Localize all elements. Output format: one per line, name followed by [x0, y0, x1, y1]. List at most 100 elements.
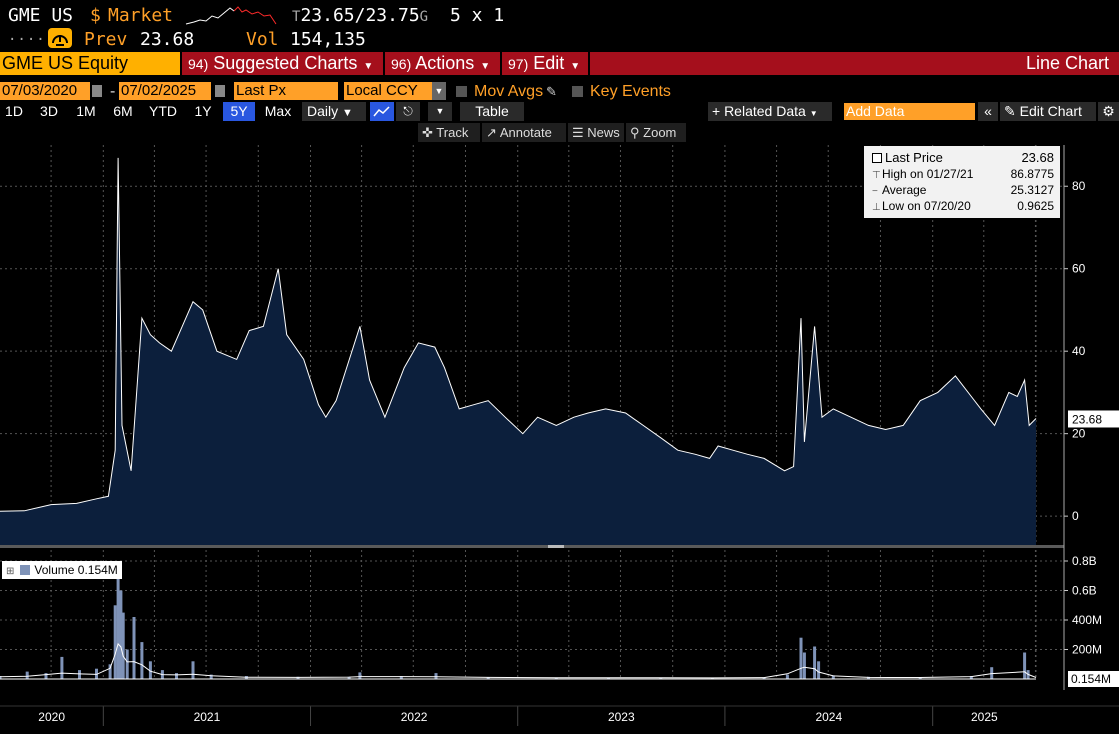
caret-down-icon: ▼ [363, 61, 374, 72]
gauge-icon[interactable] [48, 28, 72, 48]
period-3d[interactable]: 3D [40, 103, 58, 119]
suggested-charts-number: 94) [188, 56, 209, 72]
x-year-label: 2020 [38, 710, 65, 724]
period-max[interactable]: Max [264, 103, 292, 119]
mov-avgs-checkbox[interactable] [456, 86, 467, 97]
collapse-icon[interactable]: « [978, 102, 998, 121]
key-events-checkbox[interactable] [572, 86, 583, 97]
volume-bar [132, 617, 136, 679]
volume-bar [659, 677, 663, 679]
bid-price: 23.65 [300, 5, 355, 26]
calendar-icon[interactable] [215, 85, 225, 97]
legend-low: ⊥Low on 07/20/20 0.9625 [872, 198, 1054, 214]
period-1d[interactable]: 1D [5, 103, 23, 119]
zoom-tool[interactable]: ⚲ Zoom [626, 123, 686, 142]
mov-avgs-label[interactable]: Mov Avgs [474, 83, 544, 100]
candlestick-icon[interactable]: ⎋ [396, 102, 420, 121]
volume-y-tick-label: 0.8B [1072, 554, 1097, 568]
currency-select[interactable]: Local CCY [344, 82, 432, 100]
volume-legend[interactable]: ⊞ Volume 0.154M [2, 561, 122, 579]
volume-bar [813, 646, 817, 679]
add-data-input[interactable]: Add Data [844, 103, 975, 120]
volume-swatch-icon [20, 565, 31, 575]
volume-bar [175, 673, 178, 679]
volume-bar [554, 677, 558, 679]
period-ytd[interactable]: YTD [149, 103, 177, 119]
pane-divider[interactable] [0, 545, 1064, 548]
edit-menu[interactable]: 97) Edit ▼ [500, 52, 588, 75]
volume-bar [119, 590, 123, 679]
x-year-label: 2023 [608, 710, 635, 724]
period-1m[interactable]: 1M [76, 103, 96, 119]
volume-bar [358, 672, 362, 679]
gear-icon[interactable]: ⚙ [1098, 102, 1119, 121]
expand-icon[interactable]: ⊞ [6, 566, 15, 577]
pencil-icon[interactable]: ✎ [546, 84, 557, 99]
average-marker-icon: − [872, 186, 878, 197]
date-separator: - [110, 83, 116, 100]
caret-down-icon: ▼ [480, 61, 491, 72]
related-data-button[interactable]: + Related Data ▼ [708, 102, 832, 121]
period-1y[interactable]: 1Y [194, 103, 212, 119]
annotate-icon: ↗ [486, 125, 497, 140]
price-y-tick-label: 80 [1072, 179, 1086, 193]
bid-prefix: T [292, 9, 301, 25]
edit-chart-button[interactable]: ✎ Edit Chart [1000, 102, 1096, 121]
key-events-label[interactable]: Key Events [590, 83, 671, 100]
annotate-tool[interactable]: ↗ Annotate [482, 123, 566, 142]
legend-high-value: 86.8775 [1010, 167, 1054, 181]
volume-label: Vol [246, 29, 279, 50]
security-header: GME US $ Market T23.65/23.75G 5 x 1 ....… [0, 0, 1119, 52]
last-volume-tag [1068, 671, 1119, 687]
calendar-icon[interactable] [92, 85, 102, 97]
period-toolbar: 1D 3D 1M 6M YTD 1Y 5Y Max Daily ▼ ⎋ ▼ Ta… [0, 102, 1119, 121]
volume-bar [486, 677, 490, 679]
legend-average-value: 25.3127 [1010, 183, 1054, 197]
sparkline-icon [185, 6, 277, 25]
track-tool[interactable]: ✜ Track [418, 123, 480, 142]
volume-bar [969, 676, 973, 679]
volume-bar [148, 661, 152, 679]
frequency-select[interactable]: Daily ▼ [302, 102, 366, 121]
volume-bar [116, 564, 120, 679]
actions-menu[interactable]: 96) Actions ▼ [383, 52, 500, 75]
ticker[interactable]: GME US [8, 5, 74, 26]
volume-average-line [0, 642, 1037, 679]
volume-bar [918, 677, 922, 679]
end-date-field[interactable]: 07/02/2025 [119, 82, 211, 100]
caret-down-icon: ▼ [570, 61, 581, 72]
currency-dropdown-icon[interactable]: ▼ [432, 82, 446, 100]
ask-price: 23.75 [365, 5, 420, 26]
low-marker-icon: ⊥ [872, 202, 881, 213]
high-marker-icon: ⊤ [872, 170, 881, 181]
volume-bar [140, 642, 144, 679]
actions-number: 96) [391, 56, 412, 72]
chart-settings-row: 07/03/2020 - 07/02/2025 Last Px Local CC… [0, 82, 1119, 101]
chart-type-dropdown-icon[interactable]: ▼ [428, 102, 452, 121]
zoom-label: Zoom [643, 125, 677, 140]
period-6m[interactable]: 6M [113, 103, 133, 119]
legend-last-price-value: 23.68 [1021, 150, 1054, 165]
legend-swatch-icon [872, 153, 882, 163]
volume-bar [817, 661, 821, 679]
period-5y[interactable]: 5Y [223, 102, 255, 121]
pane-divider-handle[interactable] [548, 545, 564, 548]
crosshair-icon: ✜ [422, 125, 433, 140]
suggested-charts-menu[interactable]: 94) Suggested Charts ▼ [180, 52, 383, 75]
caret-down-icon: ▼ [809, 109, 818, 118]
start-date-field[interactable]: 07/03/2020 [0, 82, 90, 100]
price-field-select[interactable]: Last Px [234, 82, 338, 100]
table-button[interactable]: Table [460, 102, 524, 121]
legend-low-label: Low on 07/20/20 [882, 199, 971, 213]
price-legend[interactable]: Last Price 23.68 ⊤High on 01/27/21 86.8775… [864, 146, 1060, 218]
x-year-label: 2025 [971, 710, 998, 724]
line-chart-icon[interactable] [370, 102, 394, 121]
legend-high: ⊤High on 01/27/21 86.8775 [872, 166, 1054, 182]
pencil-icon: ✎ [1004, 103, 1016, 119]
news-tool[interactable]: ☰ News [568, 123, 624, 142]
security-field[interactable]: GME US Equity [0, 52, 180, 75]
volume-bar [113, 605, 117, 680]
edit-number: 97) [508, 56, 529, 72]
volume-bar [108, 664, 112, 680]
